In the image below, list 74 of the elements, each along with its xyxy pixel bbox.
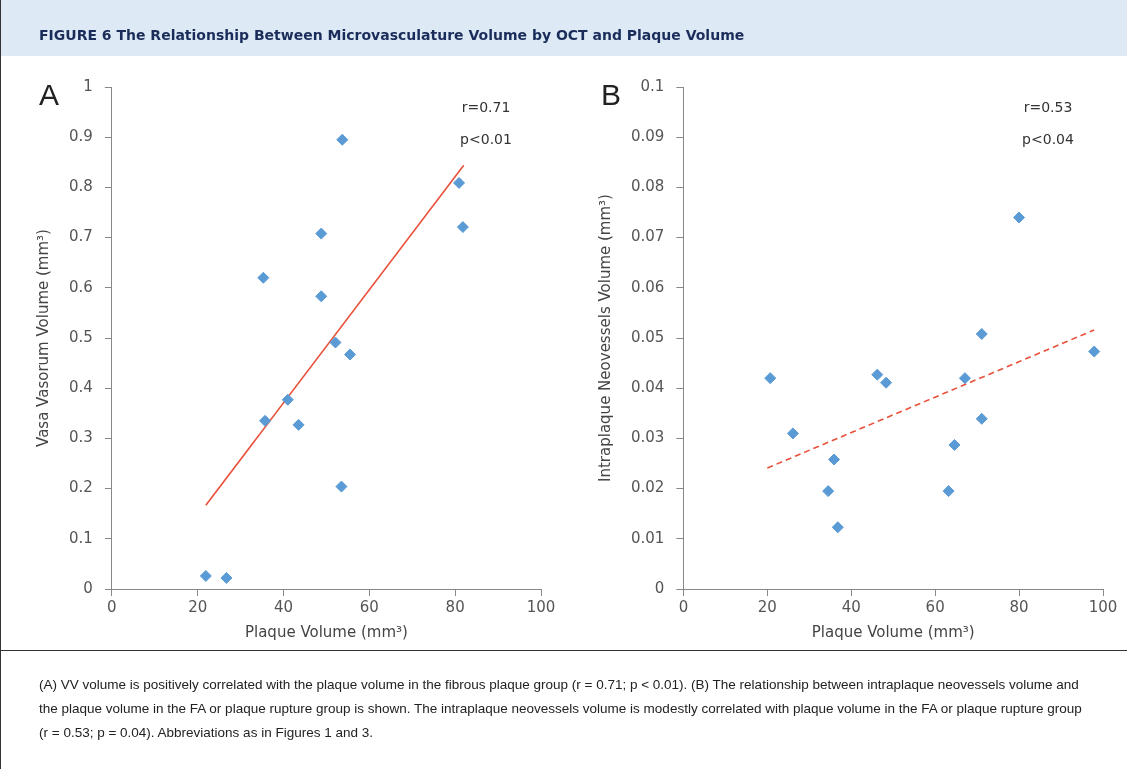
- chart-subtitle: B: [601, 78, 622, 112]
- y-tick-label: 0: [654, 578, 665, 597]
- point: [828, 453, 841, 466]
- point: [259, 414, 272, 427]
- point: [948, 438, 961, 451]
- point: [1088, 345, 1101, 358]
- y-tick-label: 0.1: [69, 528, 93, 547]
- x-tick-label: 60: [359, 597, 379, 616]
- point: [329, 336, 342, 349]
- point: [958, 372, 971, 385]
- point: [880, 376, 893, 389]
- point: [1013, 211, 1026, 224]
- x-tick-label: 20: [757, 597, 777, 616]
- point: [822, 485, 835, 498]
- point: [344, 348, 357, 361]
- point: [975, 412, 988, 425]
- point: [453, 176, 466, 189]
- annotation: p<0.04: [1022, 131, 1074, 147]
- x-tick-label: 100: [1088, 597, 1118, 616]
- y-tick-label: 0.2: [69, 478, 93, 497]
- chart-title: FIGURE 6 The Relationship Between Microvasculature Volume by OCT and Plaque Volume: [1, 0, 1127, 56]
- x-tick-label: 80: [445, 597, 465, 616]
- y-tick-label: 0.1: [640, 76, 665, 95]
- x-tick-label: 0: [107, 597, 117, 616]
- annotation: r=0.53: [1023, 99, 1073, 115]
- y-axis-title: Intraplaque Neovessels Volume (mm³): [595, 194, 614, 482]
- y-tick-label: 0.07: [630, 227, 665, 246]
- point: [315, 290, 328, 303]
- y-tick-label: 0.08: [630, 177, 665, 196]
- y-tick-label: 0.01: [630, 528, 665, 547]
- annotation: r=0.71: [461, 99, 511, 115]
- x-tick-label: 80: [1009, 597, 1029, 616]
- annotation: p<0.01: [460, 131, 512, 147]
- y-axis-title: Vasa Vasorum Volume (mm³): [33, 229, 52, 447]
- point: [942, 485, 955, 498]
- text: (A) VV volume is positively correlated with the plaque volume in the fibrous plaque group (r = 0.71; p < 0.01). (B) The relationship between intraplaque neovessels volume and the plaque volume in the FA or plaque rupture group is shown. The intraplaque neovessels volume is modestly correlated with plaque volume in the FA or plaque rupture group (r = 0.53; p = 0.04). Abbreviations as in Figures 1 and 3.: [39, 676, 1083, 742]
- y-tick-label: 0: [83, 578, 93, 597]
- x-axis-title: Plaque Volume (mm³): [811, 622, 975, 641]
- chart-subtitle: A: [39, 78, 60, 112]
- point: [199, 569, 212, 582]
- y-tick-label: 0.02: [630, 478, 665, 497]
- point: [975, 327, 988, 340]
- point: [871, 368, 884, 381]
- point: [292, 418, 305, 431]
- x-axis-title: Plaque Volume (mm³): [244, 622, 408, 641]
- point: [257, 271, 270, 284]
- y-tick-label: 0.5: [69, 327, 93, 346]
- x-tick-label: 40: [273, 597, 294, 616]
- y-tick-label: 0.04: [630, 378, 665, 397]
- y-tick-label: 0.6: [69, 277, 93, 296]
- point: [281, 393, 294, 406]
- point: [764, 372, 777, 385]
- x-tick-label: 20: [188, 597, 208, 616]
- y-tick-label: 0.03: [630, 428, 665, 447]
- point: [831, 521, 844, 534]
- x-tick-label: 0: [678, 597, 689, 616]
- x-tick-label: 40: [841, 597, 861, 616]
- y-tick-label: 0.4: [69, 378, 93, 397]
- x-tick-label: 60: [925, 597, 945, 616]
- point: [315, 227, 328, 240]
- y-tick-label: 0.8: [69, 177, 93, 196]
- y-tick-label: 0.7: [69, 227, 93, 246]
- y-tick-label: 0.06: [630, 277, 665, 296]
- point: [220, 571, 233, 584]
- x-tick-label: 100: [526, 597, 556, 616]
- y-tick-label: 0.09: [630, 127, 665, 146]
- point: [456, 221, 469, 234]
- point: [786, 427, 799, 440]
- y-tick-label: 0.05: [630, 327, 665, 346]
- y-tick-label: 0.9: [69, 127, 93, 146]
- point: [336, 133, 349, 146]
- y-tick-label: 1: [83, 76, 93, 95]
- point: [335, 480, 348, 493]
- y-tick-label: 0.3: [69, 428, 93, 447]
